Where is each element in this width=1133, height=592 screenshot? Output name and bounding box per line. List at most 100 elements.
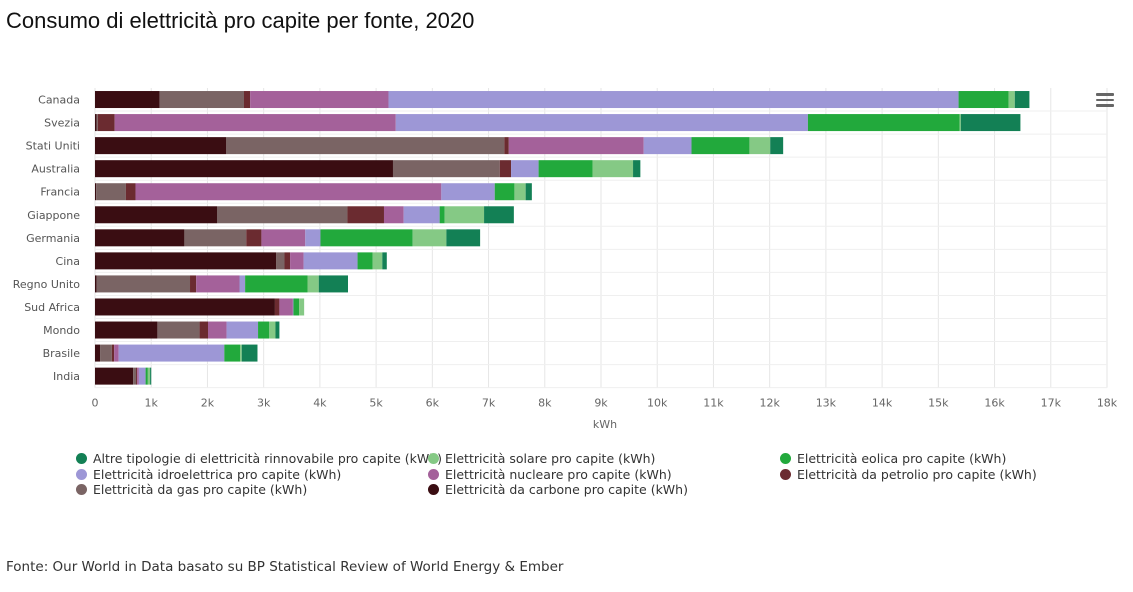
legend-item[interactable]: Elettricità eolica pro capite (kWh) (780, 451, 1006, 466)
bar-segment[interactable] (292, 298, 294, 316)
bar-segment[interactable] (145, 367, 148, 385)
bar-segment[interactable] (157, 321, 200, 339)
bar-segment[interactable] (199, 321, 209, 339)
bar-segment[interactable] (511, 160, 539, 178)
bar-segment[interactable] (95, 298, 275, 316)
bar-segment[interactable] (95, 160, 393, 178)
bar-segment[interactable] (95, 114, 97, 132)
bar-segment[interactable] (504, 137, 509, 155)
bar-segment[interactable] (299, 298, 305, 316)
bar-segment[interactable] (508, 137, 644, 155)
bar-segment[interactable] (118, 344, 225, 362)
bar-segment[interactable] (95, 229, 185, 247)
bar-segment[interactable] (258, 321, 270, 339)
hamburger-menu-icon[interactable] (1096, 93, 1114, 107)
bar-segment[interactable] (100, 344, 112, 362)
bar-segment[interactable] (770, 137, 784, 155)
bar-segment[interactable] (135, 183, 442, 201)
bar-segment[interactable] (275, 321, 280, 339)
bar-segment[interactable] (225, 137, 505, 155)
bar-segment[interactable] (525, 183, 532, 201)
bar-segment[interactable] (303, 252, 358, 270)
bar-segment[interactable] (318, 275, 348, 293)
bar-segment[interactable] (184, 229, 247, 247)
bar-segment[interactable] (494, 183, 515, 201)
bar-segment[interactable] (95, 321, 158, 339)
bar-segment[interactable] (95, 275, 97, 293)
bar-segment[interactable] (439, 206, 445, 224)
bar-segment[interactable] (96, 183, 126, 201)
bar-segment[interactable] (96, 114, 98, 132)
bar-segment[interactable] (749, 137, 771, 155)
bar-segment[interactable] (412, 229, 447, 247)
bar-segment[interactable] (388, 91, 959, 109)
bar-segment[interactable] (643, 137, 692, 155)
bar-segment[interactable] (246, 229, 262, 247)
bar-segment[interactable] (633, 160, 641, 178)
bar-segment[interactable] (95, 91, 160, 109)
legend-item[interactable]: Elettricità da carbone pro capite (kWh) (428, 482, 688, 497)
bar-segment[interactable] (959, 114, 961, 132)
bar-segment[interactable] (382, 252, 387, 270)
bar-segment[interactable] (441, 183, 495, 201)
bar-segment[interactable] (284, 252, 291, 270)
bar-segment[interactable] (383, 206, 404, 224)
bar-segment[interactable] (226, 321, 259, 339)
bar-segment[interactable] (190, 275, 197, 293)
bar-segment[interactable] (1014, 91, 1030, 109)
legend-item[interactable]: Elettricità idroelettrica pro capite (kW… (76, 467, 341, 482)
bar-segment[interactable] (95, 183, 97, 201)
bar-segment[interactable] (446, 229, 481, 247)
legend-item[interactable]: Elettricità da gas pro capite (kWh) (76, 482, 307, 497)
bar-segment[interactable] (114, 344, 119, 362)
bar-segment[interactable] (245, 275, 308, 293)
bar-segment[interactable] (514, 183, 526, 201)
bar-segment[interactable] (97, 114, 115, 132)
bar-segment[interactable] (444, 206, 485, 224)
bar-segment[interactable] (239, 275, 246, 293)
bar-segment[interactable] (208, 321, 227, 339)
bar-segment[interactable] (111, 344, 115, 362)
legend-item[interactable]: Elettricità da petrolio pro capite (kWh) (780, 467, 1037, 482)
bar-segment[interactable] (958, 91, 1009, 109)
bar-segment[interactable] (484, 206, 514, 224)
bar-segment[interactable] (499, 160, 512, 178)
bar-segment[interactable] (395, 114, 808, 132)
legend-item[interactable]: Elettricità nucleare pro capite (kWh) (428, 467, 672, 482)
bar-segment[interactable] (125, 183, 136, 201)
bar-segment[interactable] (305, 229, 321, 247)
bar-segment[interactable] (274, 298, 280, 316)
bar-segment[interactable] (147, 367, 151, 385)
bar-segment[interactable] (538, 160, 593, 178)
bar-segment[interactable] (960, 114, 1021, 132)
bar-segment[interactable] (243, 91, 251, 109)
bar-segment[interactable] (196, 275, 240, 293)
bar-segment[interactable] (224, 344, 241, 362)
bar-segment[interactable] (150, 367, 152, 385)
bar-segment[interactable] (250, 91, 389, 109)
bar-segment[interactable] (137, 367, 139, 385)
bar-segment[interactable] (1008, 91, 1015, 109)
bar-segment[interactable] (95, 206, 218, 224)
bar-segment[interactable] (138, 367, 146, 385)
bar-segment[interactable] (96, 275, 191, 293)
bar-segment[interactable] (276, 252, 285, 270)
bar-segment[interactable] (392, 160, 500, 178)
bar-segment[interactable] (293, 298, 300, 316)
bar-segment[interactable] (357, 252, 373, 270)
bar-segment[interactable] (261, 229, 306, 247)
bar-segment[interactable] (279, 298, 293, 316)
bar-segment[interactable] (241, 344, 258, 362)
bar-segment[interactable] (320, 229, 413, 247)
bar-segment[interactable] (136, 367, 138, 385)
bar-segment[interactable] (807, 114, 960, 132)
bar-segment[interactable] (240, 344, 242, 362)
bar-segment[interactable] (403, 206, 440, 224)
bar-segment[interactable] (133, 367, 137, 385)
bar-segment[interactable] (114, 114, 396, 132)
bar-segment[interactable] (347, 206, 384, 224)
bar-segment[interactable] (95, 137, 226, 155)
bar-segment[interactable] (217, 206, 348, 224)
bar-segment[interactable] (691, 137, 750, 155)
bar-segment[interactable] (372, 252, 383, 270)
